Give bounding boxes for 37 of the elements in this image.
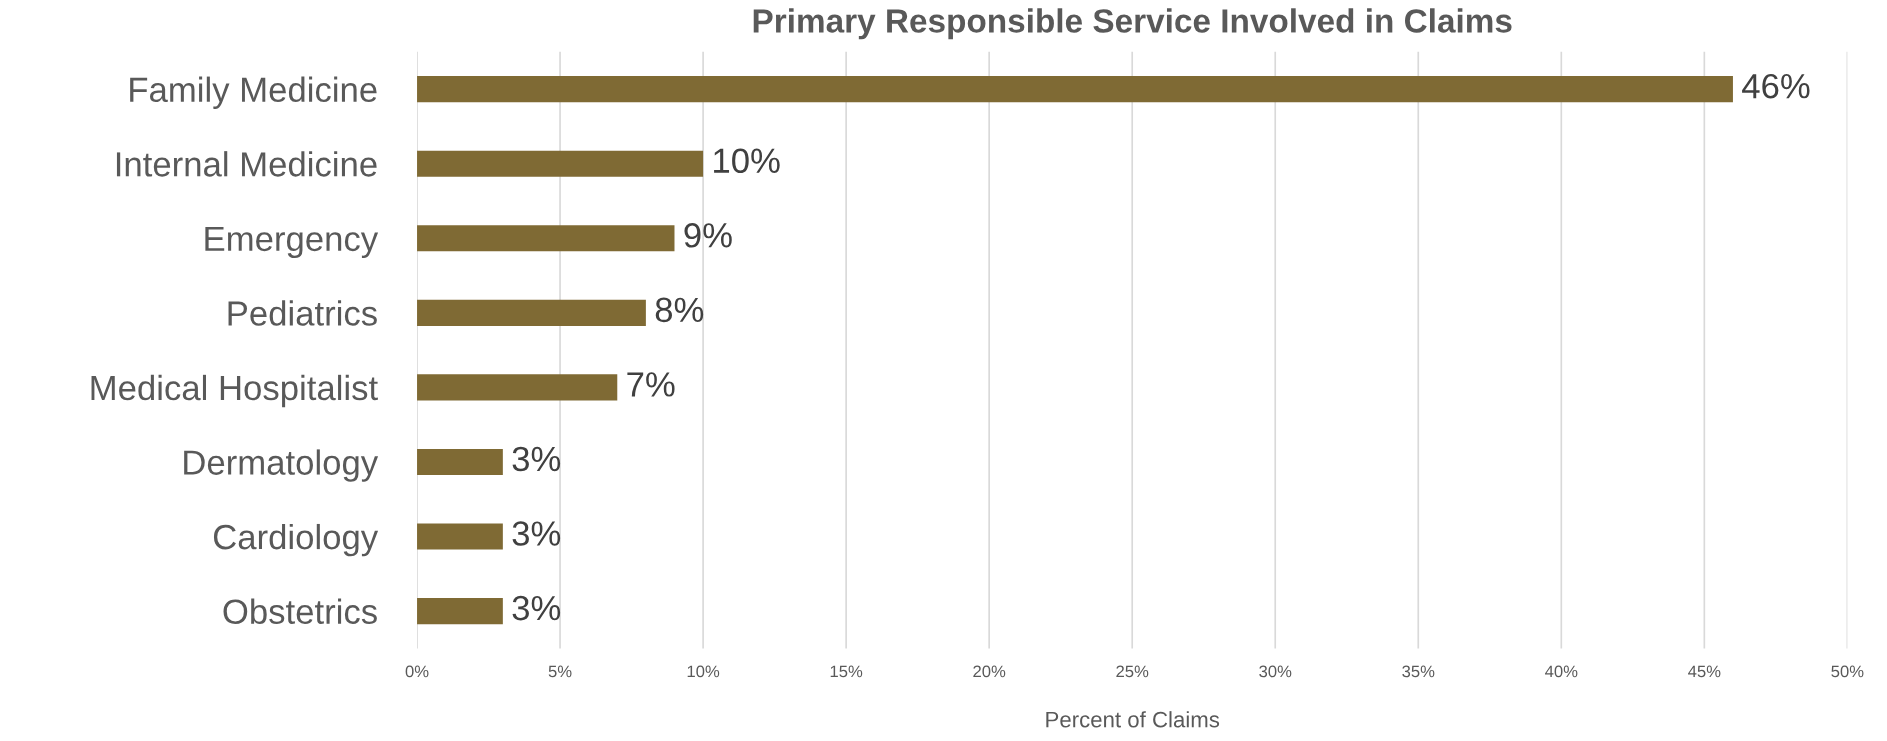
x-tick-label: 25% — [1116, 665, 1149, 678]
bar — [417, 374, 618, 401]
data-label: 10% — [714, 148, 780, 174]
y-tick-label: Cardiology — [213, 523, 379, 557]
x-tick-label: 15% — [830, 665, 863, 678]
bar — [417, 299, 646, 326]
bar — [417, 448, 503, 476]
y-tick-label: Emergency — [205, 226, 379, 259]
data-label: 7% — [627, 372, 675, 397]
x-tick-label: 30% — [1259, 665, 1292, 678]
y-tick-label: Pediatrics — [228, 300, 377, 326]
bar — [417, 76, 1733, 103]
data-label: 3% — [512, 446, 561, 472]
x-axis-title: Percent of Claims — [1046, 711, 1220, 728]
bar — [417, 598, 503, 625]
x-tick-label: 50% — [1831, 665, 1864, 678]
data-label: 3% — [512, 521, 561, 546]
bar — [417, 150, 704, 177]
y-tick-label: Internal Medicine — [116, 151, 377, 177]
data-label: 46% — [1742, 73, 1810, 99]
y-tick-label: Dermatology — [184, 449, 379, 482]
x-tick-label: 40% — [1545, 665, 1578, 678]
data-label: 8% — [655, 297, 704, 323]
data-label: 3% — [512, 595, 561, 621]
x-tick-label: 10% — [687, 665, 720, 678]
x-tick-label: 35% — [1402, 665, 1435, 678]
bar — [417, 523, 503, 550]
x-tick-label: 20% — [973, 665, 1006, 678]
x-tick-label: 45% — [1688, 665, 1721, 678]
x-tick-label: 5% — [548, 665, 572, 678]
y-tick-label: Medical Hospitalist — [91, 374, 378, 408]
bar — [417, 225, 675, 252]
data-label: 9% — [684, 223, 732, 248]
y-tick-label: Obstetrics — [223, 598, 377, 625]
y-tick-label: Family Medicine — [130, 76, 377, 109]
chart-title: Primary Responsible Service Involved in Claims — [753, 8, 1512, 40]
x-tick-label: 0% — [405, 665, 429, 678]
